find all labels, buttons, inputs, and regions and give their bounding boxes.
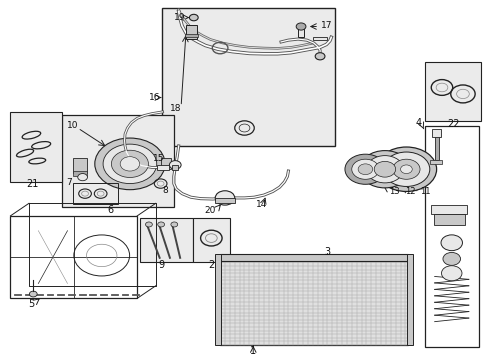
Circle shape <box>315 53 325 60</box>
Circle shape <box>441 266 461 281</box>
Bar <box>298 28 304 37</box>
Text: 1: 1 <box>250 346 256 356</box>
Circle shape <box>78 174 87 181</box>
Text: 13: 13 <box>388 187 399 196</box>
Text: 16: 16 <box>148 93 160 102</box>
Bar <box>61 116 173 207</box>
Bar <box>215 254 221 345</box>
Circle shape <box>169 161 181 169</box>
Text: 5: 5 <box>28 299 34 309</box>
Bar <box>185 25 196 40</box>
Bar <box>193 218 229 262</box>
Circle shape <box>111 150 148 177</box>
Text: 9: 9 <box>158 260 164 270</box>
Text: 4: 4 <box>415 118 421 128</box>
Bar <box>220 254 407 261</box>
Circle shape <box>351 159 378 179</box>
Text: 21: 21 <box>26 179 39 189</box>
Bar <box>431 129 440 137</box>
Bar <box>157 165 168 170</box>
Circle shape <box>215 191 234 205</box>
Circle shape <box>103 144 157 184</box>
Circle shape <box>95 138 164 190</box>
Text: 12: 12 <box>404 187 415 196</box>
Circle shape <box>366 156 403 183</box>
Circle shape <box>296 23 305 30</box>
Text: 15: 15 <box>153 154 164 163</box>
Text: 22: 22 <box>446 119 459 129</box>
Circle shape <box>189 14 198 21</box>
Bar <box>220 261 407 345</box>
Circle shape <box>392 159 419 179</box>
Text: 7: 7 <box>66 178 72 187</box>
Bar <box>73 183 118 204</box>
Bar <box>73 171 86 176</box>
Circle shape <box>400 165 411 174</box>
Bar <box>172 165 178 170</box>
Text: 3: 3 <box>324 247 330 257</box>
Bar <box>430 205 467 214</box>
Circle shape <box>373 161 395 177</box>
Bar <box>10 112 61 182</box>
Bar <box>184 34 197 37</box>
Circle shape <box>357 164 372 175</box>
Bar <box>161 8 334 146</box>
Text: 6: 6 <box>107 206 113 216</box>
Circle shape <box>440 235 462 251</box>
Bar <box>424 126 478 347</box>
Circle shape <box>145 222 152 227</box>
Text: 10: 10 <box>67 121 79 130</box>
Text: 8: 8 <box>163 186 168 195</box>
Bar <box>160 158 171 169</box>
Text: 14: 14 <box>255 200 267 209</box>
Circle shape <box>120 157 140 171</box>
Bar <box>429 160 441 164</box>
Circle shape <box>442 252 460 265</box>
Bar <box>433 214 465 225</box>
Circle shape <box>359 150 409 188</box>
Text: 20: 20 <box>204 206 216 215</box>
Circle shape <box>375 147 436 192</box>
Circle shape <box>29 291 37 297</box>
Bar <box>10 216 137 298</box>
Bar <box>434 130 438 160</box>
Text: 19: 19 <box>174 13 185 22</box>
Bar <box>312 37 327 40</box>
Bar <box>406 254 412 345</box>
Bar <box>215 198 234 203</box>
Text: 17: 17 <box>320 21 331 30</box>
Bar <box>73 158 86 173</box>
Circle shape <box>344 154 385 184</box>
Circle shape <box>158 222 164 227</box>
Text: 2: 2 <box>208 260 214 270</box>
Bar <box>424 62 480 121</box>
Circle shape <box>382 152 429 186</box>
Text: 11: 11 <box>419 187 429 196</box>
Text: 18: 18 <box>169 104 181 113</box>
Bar <box>140 218 193 262</box>
Circle shape <box>170 222 177 227</box>
